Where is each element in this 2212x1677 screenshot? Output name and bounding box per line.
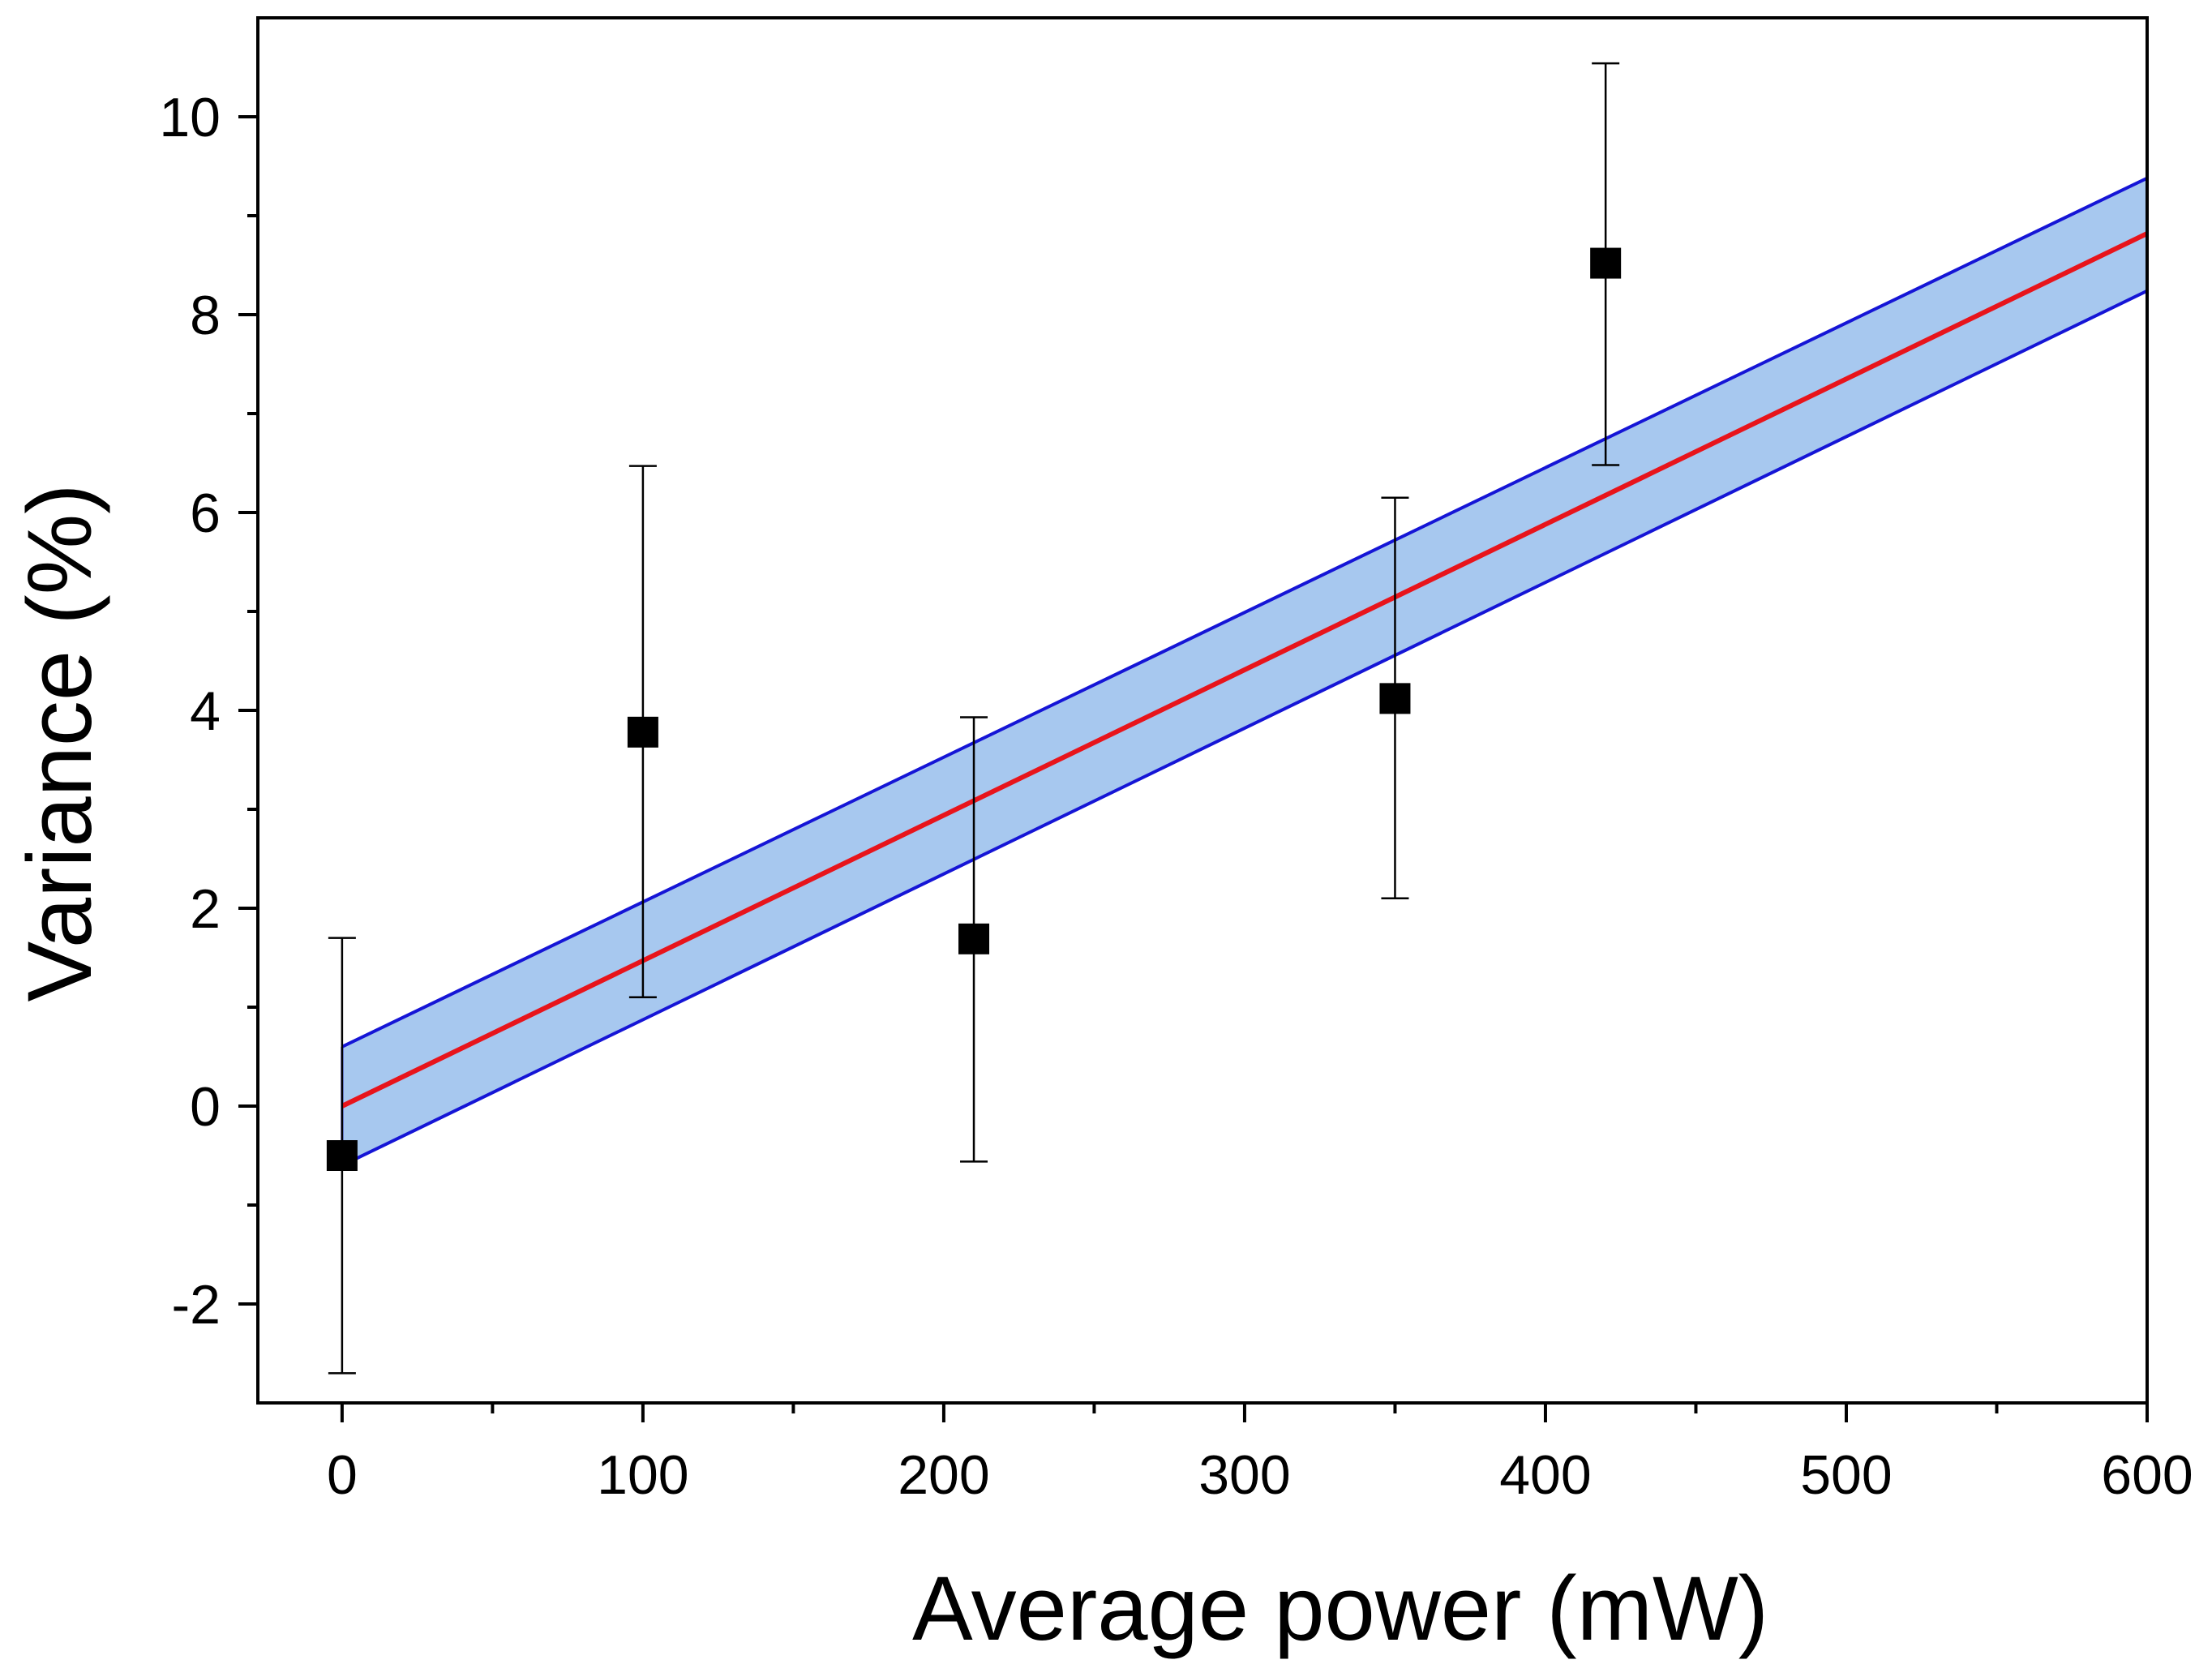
fit-line-layer [341, 231, 2149, 1109]
x-tick-label: 100 [597, 1444, 688, 1506]
data-point [958, 923, 990, 954]
x-tick-label: 200 [898, 1444, 989, 1506]
x-tick-label: 0 [327, 1444, 358, 1506]
y-tick-label: 2 [190, 878, 221, 940]
data-point [627, 716, 658, 748]
y-tick-label: -2 [172, 1274, 221, 1336]
y-tick-label: 10 [159, 87, 221, 148]
data-points-layer [326, 247, 1622, 1171]
data-point [1590, 247, 1622, 279]
axes-layer [238, 16, 2149, 1422]
y-tick-label: 4 [190, 680, 221, 742]
confidence-band-upper-line [341, 176, 2148, 1049]
x-tick-label: 600 [2101, 1444, 2193, 1506]
y-tick-label: 0 [190, 1076, 221, 1138]
fit-line [341, 231, 2149, 1109]
x-tick-label: 500 [1800, 1444, 1892, 1506]
confidence-band-lower-line [341, 289, 2148, 1167]
data-point [326, 1140, 358, 1171]
data-point [1379, 683, 1411, 714]
y-tick-label: 6 [190, 483, 221, 544]
tick-labels-layer: 0 100 200 300 400 500 600 -2 0 2 4 6 8 10 [159, 87, 2193, 1506]
error-bars-layer [328, 62, 1620, 1375]
x-tick-label: 300 [1198, 1444, 1290, 1506]
x-axis-title: Average power (mW) [912, 1558, 1768, 1659]
y-tick-label: 8 [190, 285, 221, 346]
y-axis-title: Variance (%) [9, 483, 110, 1001]
x-tick-label: 400 [1499, 1444, 1591, 1506]
